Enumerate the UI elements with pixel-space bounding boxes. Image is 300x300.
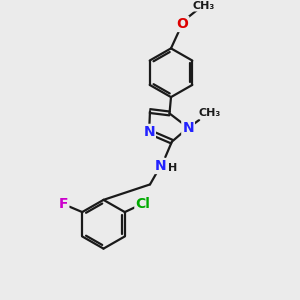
Text: CH₃: CH₃ — [193, 1, 215, 10]
Text: O: O — [176, 17, 188, 31]
Text: F: F — [59, 197, 68, 211]
Text: N: N — [143, 125, 155, 139]
Text: N: N — [182, 121, 194, 135]
Text: N: N — [155, 159, 166, 173]
Text: H: H — [169, 163, 178, 172]
Text: CH₃: CH₃ — [199, 108, 221, 118]
Text: Cl: Cl — [135, 197, 150, 211]
